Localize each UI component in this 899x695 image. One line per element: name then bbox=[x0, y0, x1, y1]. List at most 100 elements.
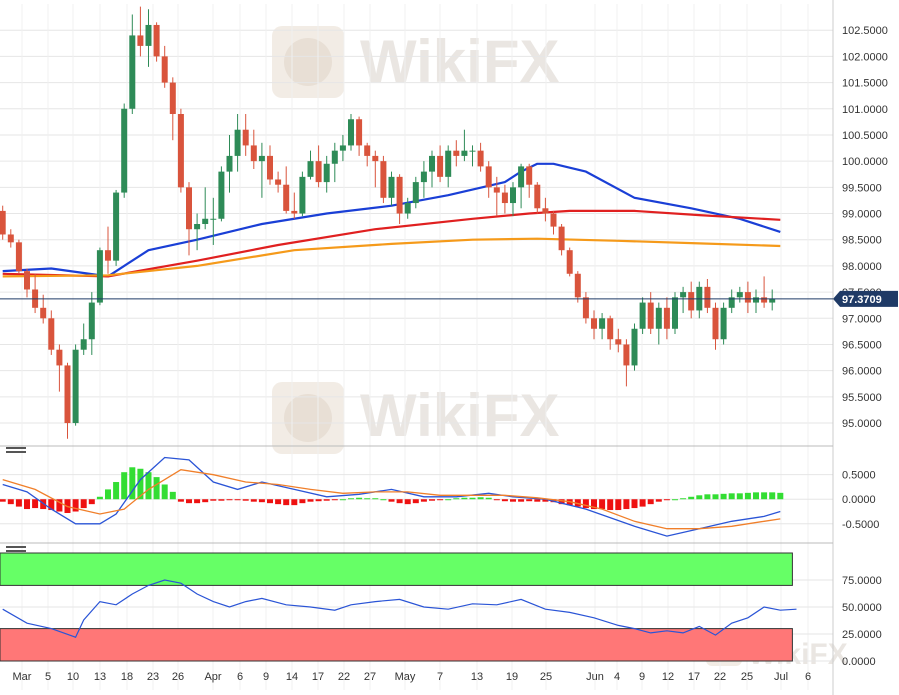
candle bbox=[453, 140, 460, 167]
time-axis-tick: 23 bbox=[147, 671, 159, 683]
candle bbox=[80, 323, 87, 355]
candle-body bbox=[493, 187, 500, 193]
candle-body bbox=[631, 328, 638, 366]
candle-body bbox=[558, 226, 565, 251]
candle bbox=[218, 166, 225, 222]
candle-body bbox=[404, 203, 411, 214]
candle bbox=[96, 247, 103, 306]
macd-histogram-bar bbox=[283, 499, 290, 506]
macd-histogram-bar bbox=[32, 499, 39, 509]
macd-histogram-bar bbox=[388, 499, 395, 502]
moving-averages bbox=[2, 162, 781, 278]
macd-histogram-bar bbox=[777, 492, 784, 500]
candle-body bbox=[380, 161, 387, 198]
candle-body bbox=[510, 187, 516, 204]
macd-histogram-bar bbox=[396, 499, 403, 504]
candle bbox=[728, 289, 735, 314]
price-axis-tick: 102.5000 bbox=[842, 25, 888, 37]
macd-histogram-bar bbox=[728, 493, 735, 500]
candle-body bbox=[202, 218, 209, 224]
macd-histogram-bar bbox=[186, 499, 192, 504]
candle-body bbox=[56, 349, 63, 366]
macd-histogram-bar bbox=[655, 499, 662, 502]
candle-body bbox=[526, 166, 533, 185]
time-axis-tick: 13 bbox=[471, 671, 483, 683]
macd-histogram-bar bbox=[80, 499, 87, 509]
candle bbox=[275, 171, 282, 193]
candle-body bbox=[234, 129, 241, 156]
candle bbox=[493, 176, 500, 217]
rsi-panel bbox=[2, 579, 797, 638]
price-axis-tick: 98.0000 bbox=[842, 261, 882, 273]
candle bbox=[623, 339, 630, 387]
candle bbox=[607, 315, 614, 350]
macd-histogram-bar bbox=[688, 496, 695, 500]
macd-line bbox=[2, 456, 781, 537]
time-axis-tick: Jul bbox=[774, 671, 788, 683]
candle bbox=[550, 210, 557, 235]
macd-histogram-bar bbox=[177, 499, 184, 502]
price-axis-tick: 96.0000 bbox=[842, 366, 882, 378]
resize-handle-icon[interactable] bbox=[6, 447, 26, 453]
macd-histogram-bar bbox=[761, 492, 768, 500]
macd-histogram-bar bbox=[510, 499, 516, 502]
resize-handle-icon[interactable] bbox=[6, 546, 26, 552]
macd-histogram-bar bbox=[704, 494, 711, 500]
candle-body bbox=[477, 150, 484, 167]
macd-histogram-bar bbox=[105, 489, 111, 500]
candle bbox=[177, 108, 184, 193]
macd-histogram-bar bbox=[7, 499, 14, 505]
macd-histogram-bar bbox=[15, 499, 22, 507]
macd-histogram-bar bbox=[720, 493, 727, 500]
candle bbox=[210, 197, 217, 245]
macd-histogram-bar bbox=[137, 468, 144, 500]
candle bbox=[40, 294, 47, 324]
time-axis-tick: 7 bbox=[437, 671, 443, 683]
macd-histogram-bar bbox=[631, 499, 638, 509]
macd-histogram-bar bbox=[299, 499, 306, 504]
candle bbox=[145, 9, 152, 67]
candle bbox=[501, 184, 508, 214]
candle bbox=[258, 142, 265, 198]
candle bbox=[226, 134, 233, 193]
macd-histogram-bar bbox=[48, 499, 55, 511]
macd-histogram-bar bbox=[218, 499, 225, 501]
candle-body bbox=[307, 161, 314, 177]
candle bbox=[744, 281, 751, 314]
candle-body bbox=[331, 150, 338, 164]
candle-body bbox=[485, 166, 492, 188]
wikifx-logo-icon bbox=[272, 26, 344, 98]
candle bbox=[663, 297, 670, 340]
time-axis-tick: 25 bbox=[741, 671, 753, 683]
candle bbox=[720, 302, 727, 345]
candle-body bbox=[186, 187, 192, 230]
ma_fast-line bbox=[2, 162, 781, 278]
macd-histogram-bar bbox=[663, 499, 670, 501]
candle bbox=[412, 176, 419, 209]
macd-histogram-bar bbox=[315, 499, 322, 502]
macd-histogram-bar bbox=[24, 499, 30, 510]
candle bbox=[461, 129, 468, 162]
price-axis-tick: 102.0000 bbox=[842, 51, 888, 63]
wikifx-logo-icon bbox=[272, 382, 344, 454]
current-price-text: 97.3709 bbox=[842, 294, 882, 306]
candle bbox=[7, 229, 14, 248]
macd-histogram-bar bbox=[267, 499, 273, 504]
candle bbox=[704, 279, 711, 314]
time-axis-tick: May bbox=[395, 671, 416, 683]
candle bbox=[267, 145, 273, 185]
macd-axis-tick: 0.5000 bbox=[842, 470, 876, 482]
candle-body bbox=[728, 297, 735, 308]
candle bbox=[655, 302, 662, 345]
candle-body bbox=[364, 145, 371, 156]
macd-histogram-bar bbox=[129, 467, 136, 500]
candle bbox=[485, 161, 492, 198]
candle-body bbox=[518, 166, 525, 188]
macd-histogram-bar bbox=[542, 499, 549, 502]
macd-histogram-bar bbox=[88, 499, 95, 505]
candle-body bbox=[372, 155, 379, 162]
candle-body bbox=[356, 119, 363, 146]
candle bbox=[250, 129, 257, 169]
macd-histogram-bar bbox=[380, 499, 387, 501]
